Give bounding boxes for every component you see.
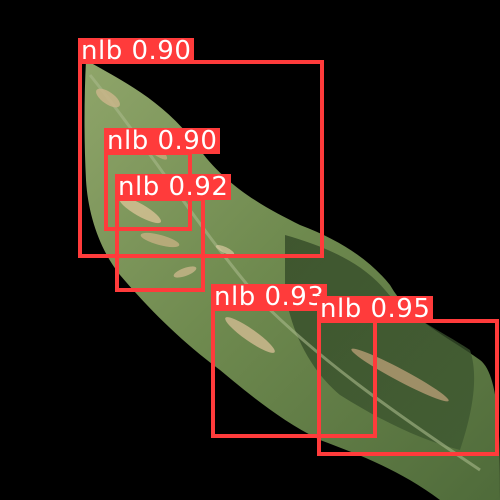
lesion bbox=[225, 317, 275, 353]
lesion bbox=[96, 88, 120, 108]
class-label: nlb bbox=[320, 294, 362, 324]
detection-box bbox=[317, 319, 499, 456]
lesion bbox=[215, 244, 235, 256]
confidence-score: 0.90 bbox=[131, 36, 192, 66]
class-label: nlb bbox=[81, 36, 123, 66]
detection-label: nlb 0.95 bbox=[317, 294, 434, 324]
detection-box bbox=[115, 197, 205, 292]
detection-label: nlb 0.90 bbox=[78, 36, 195, 66]
leaf-shadow bbox=[285, 235, 475, 450]
confidence-score: 0.93 bbox=[264, 282, 325, 312]
lesion bbox=[173, 266, 197, 278]
class-label: nlb bbox=[214, 282, 256, 312]
lesion bbox=[119, 196, 161, 224]
confidence-score: 0.90 bbox=[157, 126, 218, 156]
class-label: nlb bbox=[107, 126, 149, 156]
class-label: nlb bbox=[118, 172, 160, 202]
confidence-score: 0.95 bbox=[370, 294, 431, 324]
detection-label: nlb 0.90 bbox=[104, 126, 221, 156]
detection-label: nlb 0.92 bbox=[115, 172, 232, 202]
detection-label: nlb 0.93 bbox=[211, 282, 328, 312]
lesion bbox=[140, 232, 180, 248]
confidence-score: 0.92 bbox=[168, 172, 229, 202]
